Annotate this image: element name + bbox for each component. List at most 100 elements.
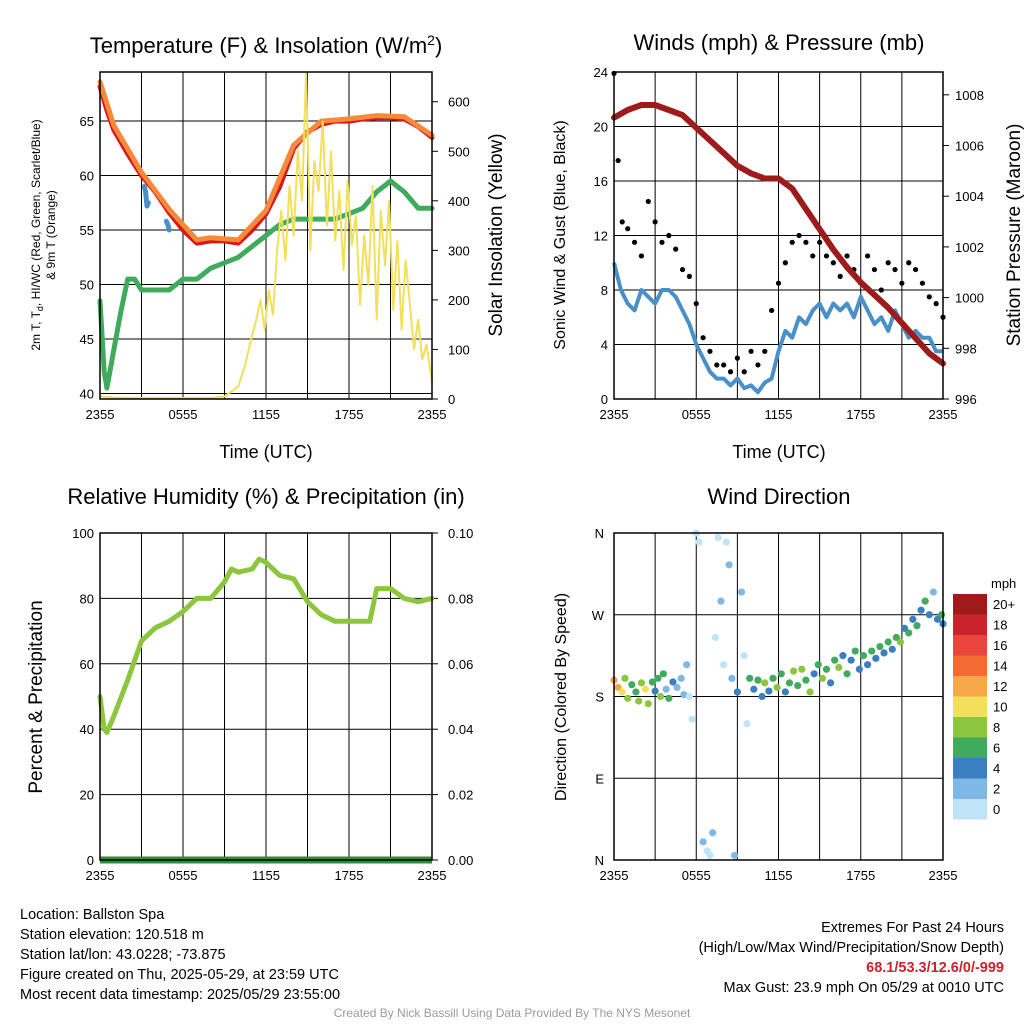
extremes-values: 68.1/53.3/12.6/0/-999 [866, 960, 1004, 976]
x-axis-label: Time (UTC) [219, 442, 312, 462]
x-tick-label: 0555 [682, 868, 711, 883]
wind-direction-point [806, 688, 814, 696]
credit-text: Created By Nick Bassill Using Data Provi… [333, 1006, 691, 1020]
wind-direction-point [847, 656, 855, 664]
gust-point [789, 239, 795, 245]
wind-direction-point [765, 687, 773, 695]
y2-tick-label: 1008 [955, 88, 984, 103]
wind-direction-point [688, 715, 696, 723]
colorbar-swatch [953, 778, 987, 799]
colorbar-label: 4 [993, 761, 1000, 776]
colorbar-swatch [953, 676, 987, 697]
wind-direction-point [746, 674, 754, 682]
gust-point [734, 355, 740, 361]
wind-direction-point [709, 829, 717, 837]
y2-tick-label: 600 [448, 95, 470, 110]
temperature-line [97, 79, 435, 243]
y2-tick-label: 500 [448, 144, 470, 159]
gust-point [892, 266, 898, 273]
station-latlon: Station lat/lon: 43.0228; -73.875 [20, 947, 226, 963]
y-tick-label: 40 [80, 387, 94, 402]
gust-point [906, 260, 912, 266]
colorbar-swatch [953, 635, 987, 656]
colorbar-label: 6 [993, 741, 1000, 756]
gust-point [659, 239, 665, 245]
colorbar-swatch [953, 696, 987, 717]
gust-point [769, 307, 775, 314]
gust-point [686, 273, 692, 279]
wind-direction-point [913, 622, 921, 630]
gust-point [796, 232, 802, 239]
y2-tick-label: 996 [955, 392, 977, 407]
wind-direction-point [720, 661, 728, 669]
wind-direction-point [909, 615, 917, 623]
y-tick-label: 80 [80, 591, 94, 606]
gust-point [803, 239, 809, 245]
wind-direction-point [921, 597, 929, 605]
wind-direction-point [641, 685, 650, 693]
wind-direction-point [835, 663, 843, 672]
wind-direction-point [722, 538, 731, 546]
x-tick-label: 2355 [418, 868, 447, 883]
wind-direction-point [680, 691, 688, 699]
y-axis-label: Sonic Wind & Gust (Blue, Black) [552, 120, 569, 349]
wind-direction-point [683, 661, 691, 669]
wind-direction-point [822, 665, 831, 673]
gust-point [885, 260, 891, 266]
y-tick-label: 45 [80, 332, 94, 347]
x-tick-label: 2355 [600, 868, 629, 883]
wind-direction-point [896, 638, 905, 646]
wind-direction-point [810, 670, 818, 678]
x-tick-label: 1755 [335, 868, 364, 883]
plot-border [613, 532, 944, 861]
x-tick-label: 2355 [929, 868, 958, 883]
wind-direction-point [929, 588, 938, 596]
y-axis-label: 2m T, Td, HI/WC (Red, Green, Scarlet/Blu… [29, 119, 45, 350]
y2-tick-label: 1002 [955, 240, 984, 255]
y-tick-label: N [595, 526, 604, 541]
wind-direction-point [880, 649, 888, 657]
wind-direction-point [628, 681, 636, 689]
y2-tick-label: 1000 [955, 291, 984, 306]
y2-tick-label: 200 [448, 293, 470, 308]
colorbar-label: 0 [993, 802, 1000, 817]
colorbar-label: 18 [993, 618, 1007, 633]
y2-tick-label: 0.00 [448, 853, 473, 868]
gust-point [899, 280, 905, 286]
y2-tick-label: 0 [448, 392, 455, 407]
colorbar-label: 20+ [993, 597, 1015, 612]
station-info: Location: Ballston Spa Station elevation… [20, 905, 340, 1005]
wind-direction-point [773, 683, 781, 692]
extremes-info: Extremes For Past 24 Hours (High/Low/Max… [699, 918, 1004, 998]
y-tick-label: 60 [80, 657, 94, 672]
x-tick-label: 1155 [252, 407, 280, 422]
max-gust: Max Gust: 23.9 mph On 05/29 at 0010 UTC [723, 980, 1004, 996]
wind-direction-point [706, 851, 714, 860]
extremes-subtitle: (High/Low/Max Wind/Precipitation/Snow De… [698, 940, 1004, 956]
y-tick-label: 20 [80, 788, 94, 803]
gust-point [830, 260, 836, 266]
x-tick-label: 1755 [846, 868, 875, 883]
x-tick-label: 2355 [86, 868, 115, 883]
wind-direction-point [669, 678, 677, 686]
gust-point [693, 301, 699, 307]
temperature-line [141, 183, 151, 209]
colorbar-swatch [953, 655, 987, 676]
y-tick-label: 40 [80, 722, 94, 737]
colorbar-label: 12 [993, 679, 1007, 694]
gust-point [748, 348, 754, 354]
wind-direction-point [651, 687, 659, 695]
colorbar-label: 16 [993, 638, 1007, 653]
y-tick-label: 55 [80, 223, 94, 238]
colorbar-swatch [953, 614, 987, 635]
gust-point [926, 294, 932, 300]
wind-direction-point [855, 665, 863, 673]
wind-direction-point [859, 652, 868, 660]
y2-tick-label: 0.04 [448, 722, 473, 737]
wind-direction-point [905, 629, 913, 637]
station-location: Location: Ballston Spa [20, 907, 165, 923]
y2-tick-label: 0.10 [448, 526, 473, 541]
gust-point [844, 253, 850, 259]
colorbar-swatch [953, 717, 987, 738]
